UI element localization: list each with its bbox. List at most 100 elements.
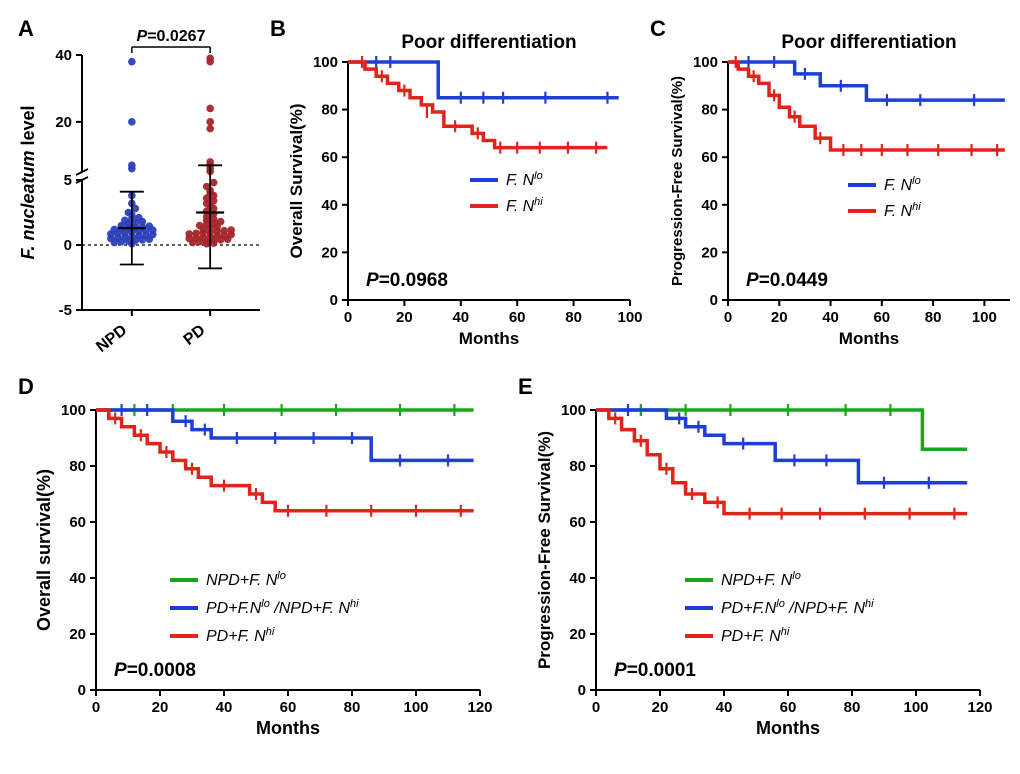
svg-text:P=0.0968: P=0.0968 [366,270,448,291]
svg-text:100: 100 [313,54,338,71]
svg-text:20: 20 [321,244,338,261]
svg-text:40: 40 [569,570,586,587]
svg-text:80: 80 [569,458,586,475]
svg-text:NPD+F. Nlo: NPD+F. Nlo [721,570,801,589]
svg-text:Progression-Free Survival(%): Progression-Free Survival(%) [535,431,554,669]
svg-text:40: 40 [452,309,469,326]
panel-e: E 0 20 40 60 80 100 0 20 40 60 80 100 120 Progression… [510,370,1010,764]
svg-text:60: 60 [780,699,797,716]
panel-e-svg: 0 20 40 60 80 100 0 20 40 60 80 100 120 Progression-F… [510,370,1010,764]
svg-text:100: 100 [61,402,86,419]
svg-text:100: 100 [617,309,642,326]
svg-text:Months: Months [756,718,820,738]
svg-text:PD+F.Nlo /NPD+F. Nhi: PD+F.Nlo /NPD+F. Nhi [721,598,874,617]
svg-text:20: 20 [569,626,586,643]
svg-text:60: 60 [701,149,718,166]
panel-b: B 0 20 40 60 80 100 0 20 40 60 80 100 Poor different… [270,10,650,370]
panel-c: C 0 20 40 60 80 100 0 20 40 60 80 100 Poor different… [650,10,1020,370]
svg-text:80: 80 [321,102,338,119]
panel-d: D 0 20 40 60 80 100 0 20 40 60 80 100 120 Overall sur… [10,370,510,764]
svg-text:120: 120 [467,699,492,716]
row-1: A -5 0 5 20 40 NPD PD F. nucleatum level P=0.026… [10,10,1010,370]
svg-text:20: 20 [652,699,669,716]
svg-text:Months: Months [839,329,899,348]
svg-text:Overall survival(%): Overall survival(%) [34,469,54,631]
panel-a-svg: -5 0 5 20 40 NPD PD F. nucleatum level P=0.0267 [10,10,270,370]
svg-text:40: 40 [822,309,839,326]
svg-text:Poor differentiation: Poor differentiation [781,32,956,53]
svg-text:60: 60 [280,699,297,716]
svg-text:40: 40 [701,197,718,214]
svg-text:40: 40 [69,570,86,587]
svg-text:60: 60 [569,514,586,531]
svg-text:80: 80 [565,309,582,326]
svg-text:20: 20 [396,309,413,326]
panel-e-label: E [518,374,533,400]
svg-text:Months: Months [459,329,519,348]
svg-text:0: 0 [592,699,600,716]
svg-text:80: 80 [69,458,86,475]
svg-text:Poor differentiation: Poor differentiation [401,32,576,53]
svg-text:40: 40 [321,197,338,214]
svg-text:0: 0 [92,699,100,716]
panel-c-label: C [650,16,666,42]
svg-text:5: 5 [64,172,72,189]
svg-text:Progression-Free Survival(%): Progression-Free Survival(%) [669,76,686,286]
svg-text:20: 20 [55,114,72,131]
svg-text:PD+F. Nhi: PD+F. Nhi [206,626,275,645]
svg-text:PD+F.Nlo /NPD+F. Nhi: PD+F.Nlo /NPD+F. Nhi [206,598,359,617]
panel-d-label: D [18,374,34,400]
svg-text:80: 80 [344,699,361,716]
svg-text:20: 20 [152,699,169,716]
panel-a-label: A [18,16,34,42]
svg-text:20: 20 [701,244,718,261]
svg-text:60: 60 [509,309,526,326]
svg-text:60: 60 [873,309,890,326]
svg-text:100: 100 [903,699,928,716]
svg-text:40: 40 [716,699,733,716]
svg-text:0: 0 [78,682,86,699]
svg-text:PD+F. Nhi: PD+F. Nhi [721,626,790,645]
panel-d-svg: 0 20 40 60 80 100 0 20 40 60 80 100 120 Overall survi… [10,370,510,764]
panel-b-label: B [270,16,286,42]
svg-text:P=0.0449: P=0.0449 [746,270,828,291]
svg-text:Months: Months [256,718,320,738]
svg-text:F. Nlo: F. Nlo [506,170,543,189]
svg-text:80: 80 [844,699,861,716]
svg-text:P=0.0267: P=0.0267 [137,28,206,45]
svg-text:0: 0 [330,292,338,309]
panel-a: A -5 0 5 20 40 NPD PD F. nucleatum level P=0.026… [10,10,270,370]
svg-text:20: 20 [69,626,86,643]
svg-text:60: 60 [321,149,338,166]
svg-text:0: 0 [710,292,718,309]
panel-c-svg: 0 20 40 60 80 100 0 20 40 60 80 100 Poor differentia… [650,10,1020,370]
svg-text:Overall Survival(%): Overall Survival(%) [287,104,306,259]
svg-text:0: 0 [578,682,586,699]
svg-text:100: 100 [693,54,718,71]
svg-text:120: 120 [967,699,992,716]
svg-text:P=0.0001: P=0.0001 [614,660,696,681]
row-2: D 0 20 40 60 80 100 0 20 40 60 80 100 120 Overall sur… [10,370,1010,764]
svg-text:F. Nlo: F. Nlo [884,175,921,194]
svg-text:F. Nhi: F. Nhi [506,196,543,215]
svg-text:NPD+F. Nlo: NPD+F. Nlo [206,570,286,589]
svg-text:NPD: NPD [93,322,130,356]
svg-text:60: 60 [69,514,86,531]
svg-text:PD: PD [181,322,209,349]
svg-text:F. Nhi: F. Nhi [884,201,921,220]
svg-text:100: 100 [403,699,428,716]
svg-text:80: 80 [701,102,718,119]
svg-text:0: 0 [344,309,352,326]
svg-text:20: 20 [771,309,788,326]
svg-text:100: 100 [972,309,997,326]
svg-text:F. nucleatum level: F. nucleatum level [18,105,38,259]
svg-text:0: 0 [64,237,72,254]
panel-b-svg: 0 20 40 60 80 100 0 20 40 60 80 100 Poor differentia… [270,10,650,370]
svg-text:-5: -5 [59,302,72,319]
svg-text:P=0.0008: P=0.0008 [114,660,196,681]
svg-text:80: 80 [925,309,942,326]
svg-text:100: 100 [561,402,586,419]
svg-text:40: 40 [216,699,233,716]
svg-text:40: 40 [55,47,72,64]
svg-text:0: 0 [724,309,732,326]
